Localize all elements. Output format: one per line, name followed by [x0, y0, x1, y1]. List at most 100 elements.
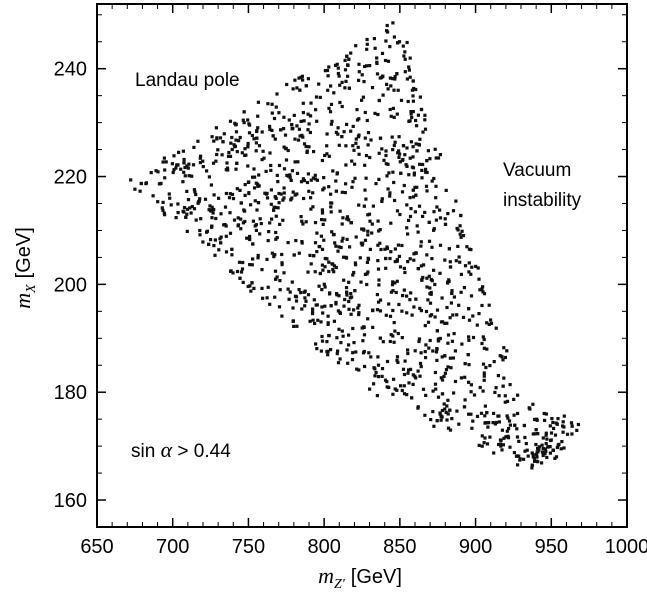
scatter-point [254, 149, 258, 153]
scatter-point [413, 349, 417, 353]
scatter-point [377, 229, 381, 233]
scatter-point [405, 146, 409, 150]
scatter-point [411, 94, 415, 98]
scatter-point [443, 222, 448, 226]
scatter-point [315, 178, 319, 182]
scatter-point [327, 65, 331, 69]
scatter-point [330, 119, 334, 123]
scatter-point [436, 337, 440, 341]
scatter-point [293, 193, 297, 197]
scatter-point [289, 178, 293, 182]
scatter-point [411, 166, 416, 170]
scatter-point [346, 361, 350, 365]
scatter-point [160, 206, 164, 210]
scatter-point [328, 292, 332, 296]
scatter-point [398, 160, 402, 164]
scatter-point [335, 171, 339, 175]
scatter-point [133, 187, 137, 191]
scatter-point [272, 205, 276, 209]
scatter-point [282, 196, 286, 200]
scatter-point [303, 304, 307, 308]
scatter-point [507, 419, 512, 423]
scatter-point [185, 164, 189, 168]
scatter-point [227, 150, 231, 155]
scatter-point [332, 270, 336, 274]
scatter-point [276, 180, 280, 184]
scatter-point [485, 411, 489, 415]
scatter-point [230, 247, 234, 251]
scatter-point [334, 302, 338, 306]
scatter-point [457, 255, 461, 259]
scatter-point [224, 250, 229, 254]
scatter-point [478, 385, 482, 390]
scatter-point [357, 311, 361, 315]
scatter-point [404, 163, 408, 167]
scatter-point [329, 205, 333, 209]
scatter-point [361, 227, 365, 231]
scatter-point [365, 37, 369, 42]
scatter-point [419, 351, 423, 355]
scatter-point [349, 312, 353, 316]
scatter-point [311, 318, 315, 322]
scatter-point [380, 147, 384, 151]
scatter-point [388, 45, 392, 49]
scatter-point [397, 40, 402, 44]
scatter-point [505, 429, 509, 433]
scatter-point [212, 139, 216, 143]
scatter-point [410, 396, 414, 400]
scatter-point [340, 135, 344, 139]
x-axis-ticks: 650 700 750 800 850 900 950 1000 [80, 4, 647, 558]
scatter-point [530, 463, 534, 467]
scatter-point [304, 84, 308, 88]
scatter-point [279, 128, 283, 132]
scatter-point [459, 290, 463, 294]
y-axis-subscript: X [24, 284, 39, 294]
scatter-point [419, 365, 423, 369]
scatter-point [445, 404, 449, 408]
scatter-point [257, 144, 262, 148]
scatter-point [351, 351, 355, 355]
scatter-point [536, 432, 540, 436]
scatter-point [433, 370, 437, 375]
scatter-point [259, 222, 263, 226]
annotation-instability: instability [503, 190, 582, 211]
scatter-point [405, 77, 409, 81]
scatter-point [418, 374, 422, 378]
scatter-point [174, 216, 178, 220]
scatter-point [342, 255, 346, 259]
scatter-point [376, 219, 380, 223]
scatter-point [337, 327, 341, 331]
scatter-point [365, 42, 369, 46]
scatter-point [402, 54, 406, 58]
scatter-point [277, 111, 281, 115]
scatter-point [411, 188, 415, 192]
scatter-point [417, 204, 422, 208]
scatter-point [485, 347, 489, 351]
scatter-point [251, 242, 255, 246]
scatter-point [343, 297, 347, 302]
scatter-point [403, 153, 407, 157]
scatter-point [530, 451, 534, 455]
scatter-point [315, 303, 319, 307]
scatter-point [407, 368, 411, 372]
scatter-point [211, 211, 215, 215]
scatter-point [241, 118, 245, 122]
scatter-point [280, 252, 284, 257]
scatter-point [439, 418, 443, 422]
scatter-point [287, 297, 291, 301]
scatter-point [537, 445, 541, 449]
scatter-point [515, 427, 519, 431]
scatter-point [392, 180, 396, 185]
scatter-point [362, 204, 366, 208]
scatter-point [458, 260, 462, 264]
scatter-point [411, 110, 415, 114]
scatter-point [320, 339, 325, 343]
scatter-point [388, 76, 392, 80]
scatter-point [445, 305, 449, 310]
scatter-point [343, 191, 347, 195]
scatter-point [274, 230, 278, 235]
scatter-point [487, 303, 491, 307]
scatter-point [497, 414, 501, 418]
scatter-point [402, 372, 407, 377]
scatter-point [194, 192, 198, 197]
